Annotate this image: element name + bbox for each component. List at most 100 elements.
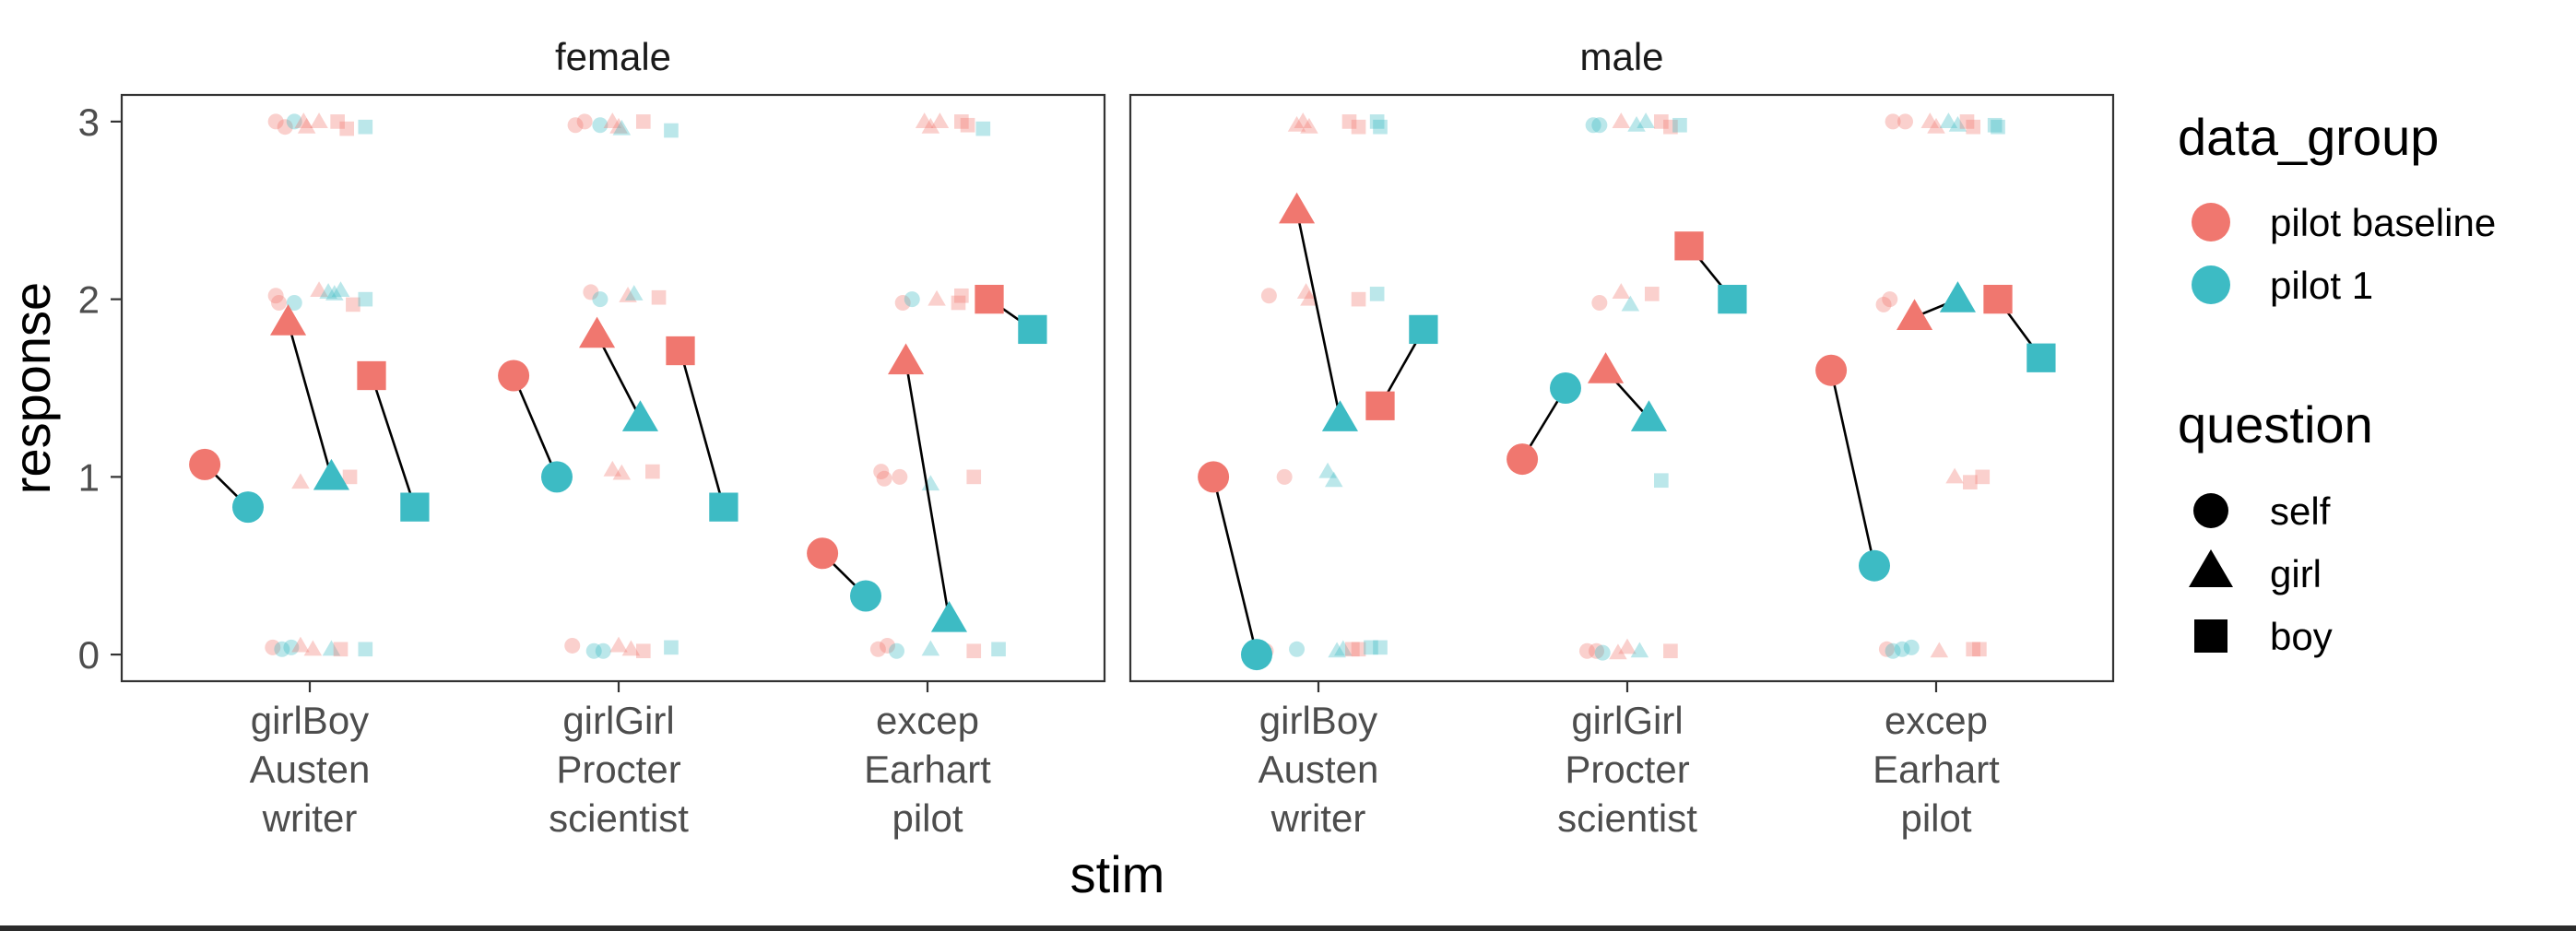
legend-title-question: question [2178, 395, 2373, 454]
raw-point [951, 295, 966, 311]
connector-line [904, 360, 951, 619]
raw-point [904, 291, 920, 308]
mean-point-pilot-baseline [1365, 391, 1395, 420]
x-tick-label: Austen [1258, 748, 1379, 791]
raw-point [1894, 641, 1910, 657]
raw-point [1878, 641, 1895, 657]
mean-point-pilot-baseline [1983, 284, 2013, 314]
raw-point [1351, 291, 1366, 307]
raw-point [635, 643, 651, 659]
raw-point [325, 285, 344, 301]
raw-point [1276, 468, 1293, 485]
raw-point [966, 643, 982, 659]
raw-point [1987, 117, 2003, 133]
raw-point [585, 642, 602, 659]
mean-point-pilot-baseline [1507, 443, 1539, 476]
raw-point [291, 473, 310, 489]
mean-point-pilot-baseline [357, 360, 386, 391]
raw-point [286, 113, 302, 130]
raw-point [603, 112, 622, 128]
mean-point-pilot-1 [930, 600, 967, 632]
raw-point [576, 113, 593, 130]
connector-line [370, 375, 417, 508]
raw-point [1373, 640, 1388, 655]
raw-point [624, 285, 644, 301]
raw-point [319, 283, 337, 299]
raw-point [975, 121, 991, 136]
raw-point [346, 297, 360, 312]
connector-line [1211, 477, 1258, 655]
raw-point [954, 114, 969, 129]
mean-point-pilot-1 [232, 491, 264, 524]
raw-point [930, 112, 950, 128]
raw-point [1351, 642, 1366, 657]
mean-point-pilot-1 [709, 492, 739, 522]
raw-point [294, 112, 313, 128]
x-axis: girlBoy Austen writer girlGirl Procter scient… [250, 681, 2000, 840]
raw-point [1591, 117, 1608, 134]
raw-point [879, 637, 895, 654]
legend-label-girl: girl [2270, 552, 2322, 595]
y-axis-title: response [3, 282, 61, 494]
panel-male-border [1128, 93, 2115, 683]
raw-point [1618, 638, 1637, 654]
mean-point-pilot-baseline [1674, 231, 1704, 261]
legend-key-self [2193, 493, 2228, 528]
raw-point [1963, 475, 1978, 489]
raw-point [267, 288, 284, 304]
raw-point [592, 117, 609, 134]
raw-point [921, 640, 940, 656]
mean-point-pilot-baseline [1279, 192, 1316, 224]
raw-point [603, 460, 622, 477]
raw-point [1972, 642, 1987, 657]
raw-point [1882, 291, 1898, 308]
raw-point [1589, 642, 1604, 659]
raw-point [1351, 119, 1366, 135]
raw-point [1621, 295, 1640, 312]
mean-point-pilot-baseline [498, 359, 530, 392]
bottom-edge-strip [0, 925, 2576, 931]
raw-point [271, 294, 287, 311]
raw-point [1672, 117, 1687, 133]
raw-point [1939, 112, 1958, 128]
raw-point [1959, 114, 1975, 129]
mean-point-pilot-1 [1859, 549, 1890, 582]
raw-point [1591, 294, 1608, 311]
raw-point [592, 291, 609, 308]
raw-point [954, 288, 969, 303]
legend-key-pilot-1 [2192, 265, 2230, 304]
raw-point [1578, 642, 1595, 659]
raw-point [1594, 644, 1611, 661]
mean-point-pilot-1 [1630, 400, 1667, 431]
raw-point [330, 114, 345, 129]
raw-point [583, 284, 599, 301]
raw-point [1637, 112, 1655, 128]
raw-point [274, 641, 290, 657]
raw-point [277, 119, 293, 136]
mean-point-pilot-1 [2027, 343, 2056, 372]
raw-point [892, 468, 908, 485]
legend-label-pilot-baseline: pilot baseline [2270, 201, 2496, 244]
x-tick-label: girlBoy [1259, 699, 1377, 742]
raw-point [1341, 114, 1357, 129]
raw-point [1609, 643, 1627, 660]
mean-point-pilot-1 [1018, 314, 1047, 345]
x-tick-label: girlGirl [1571, 699, 1683, 742]
raw-point [1875, 296, 1892, 312]
raw-point [1369, 287, 1385, 301]
x-tick-label: pilot [1900, 796, 1971, 840]
mean-point-pilot-1 [313, 458, 349, 490]
raw-point [1927, 117, 1945, 134]
raw-point [291, 636, 310, 653]
mean-point-pilot-baseline [579, 316, 616, 348]
mean-point-pilot-1 [1409, 314, 1438, 345]
raw-point [609, 636, 628, 653]
raw-point [339, 121, 355, 136]
raw-point [915, 112, 934, 128]
mean-point-pilot-baseline [807, 537, 839, 570]
raw-point [1920, 112, 1940, 128]
raw-point [297, 117, 316, 134]
mean-point-pilot-1 [1718, 284, 1747, 314]
raw-point [1300, 117, 1318, 134]
